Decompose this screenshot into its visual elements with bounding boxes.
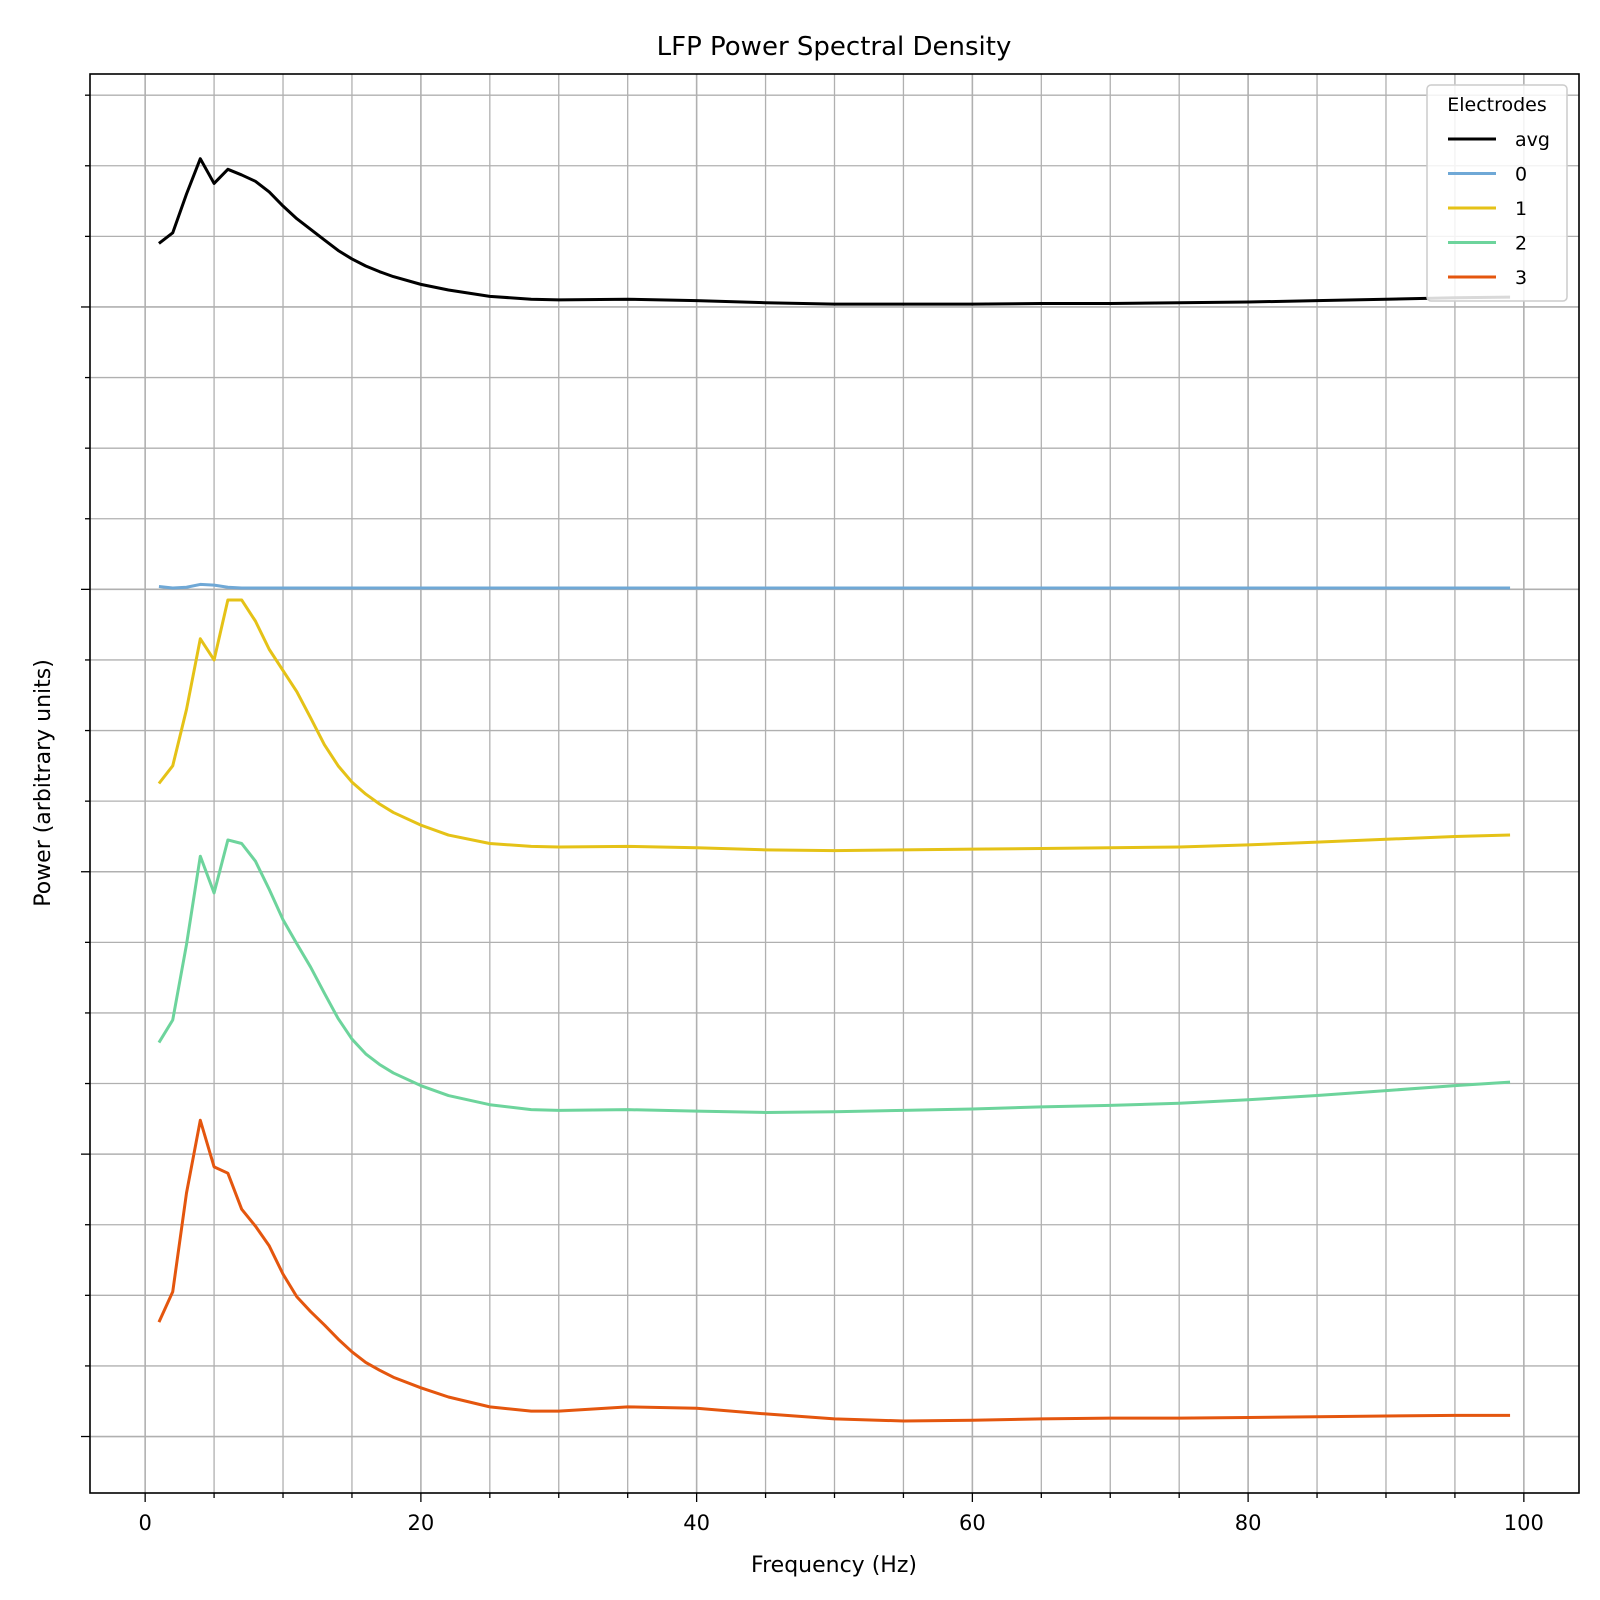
series-line-avg xyxy=(158,157,1511,306)
legend-title: Electrodes xyxy=(1447,94,1547,116)
legend-label-0: 0 xyxy=(1515,164,1527,186)
series-lines xyxy=(157,157,1511,1423)
legend-label-1: 1 xyxy=(1515,198,1527,220)
legend-label-avg: avg xyxy=(1515,129,1550,151)
x-tick-label: 60 xyxy=(959,1511,986,1535)
legend-label-3: 3 xyxy=(1515,267,1527,289)
legend-label-2: 2 xyxy=(1515,233,1527,255)
x-tick-label: 80 xyxy=(1235,1511,1262,1535)
series-line-1 xyxy=(157,598,1511,853)
x-tick-label: 20 xyxy=(408,1511,435,1535)
series-line-0 xyxy=(158,582,1511,590)
chart-title: LFP Power Spectral Density xyxy=(657,32,1012,62)
x-tick-label: 0 xyxy=(138,1511,151,1535)
series-line-2 xyxy=(157,838,1511,1114)
y-axis-ticks xyxy=(81,94,90,1438)
legend-items: avg 0 1 2 3 xyxy=(1448,129,1550,289)
legend: Electrodes avg 0 1 2 3 xyxy=(1426,84,1568,302)
grid xyxy=(90,74,1579,1493)
legend-box xyxy=(1426,84,1568,302)
x-axis-label: Frequency (Hz) xyxy=(751,1553,917,1578)
y-axis-label: Power (arbitrary units) xyxy=(31,659,56,907)
series-line-3 xyxy=(157,1118,1511,1423)
x-tick-label: 100 xyxy=(1504,1511,1544,1535)
x-axis-ticks: 0 20 40 60 80 100 xyxy=(138,1493,1544,1535)
x-tick-label: 40 xyxy=(683,1511,710,1535)
